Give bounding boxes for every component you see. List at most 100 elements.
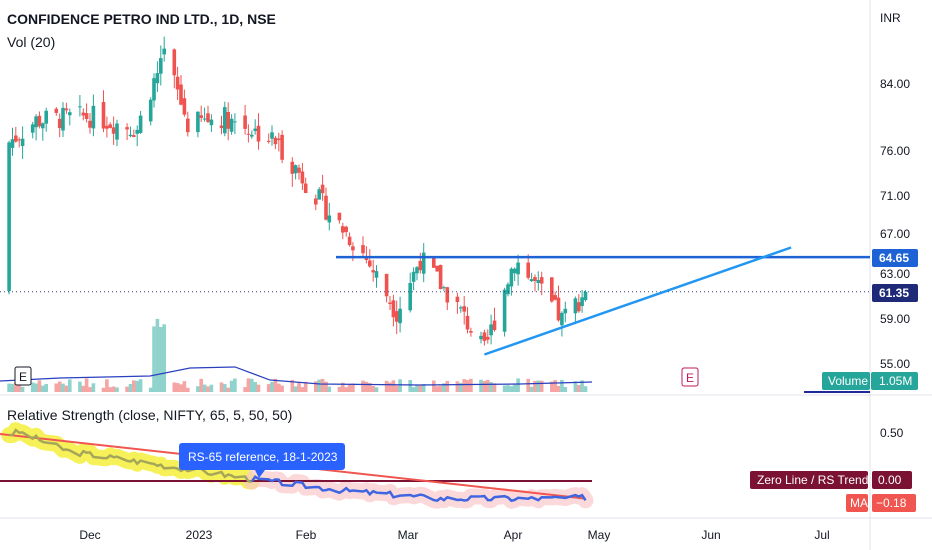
- volume-bar: [300, 387, 305, 392]
- volume-ma-line: [0, 366, 593, 386]
- volume-bar: [253, 382, 257, 392]
- earnings-badge-upcoming[interactable]: E: [681, 367, 699, 387]
- time-tick: Jun: [701, 528, 720, 542]
- volume-bar: [361, 380, 365, 392]
- candle: [159, 45, 163, 86]
- volume-bar: [152, 326, 156, 392]
- volume-bar: [64, 385, 69, 392]
- trend-drawings[interactable]: [0, 246, 870, 356]
- volume-bar: [445, 380, 450, 392]
- candle: [256, 113, 261, 150]
- candle: [435, 265, 439, 272]
- earnings-badge-label: E: [19, 370, 27, 384]
- volume-indicator-title[interactable]: Vol (20): [7, 34, 55, 50]
- volume-bar: [421, 384, 426, 392]
- candle: [277, 132, 281, 152]
- candle: [34, 114, 38, 141]
- volume-bar: [250, 378, 254, 392]
- volume-bar: [324, 381, 328, 392]
- volume-bar: [368, 383, 372, 392]
- volume-bar: [526, 378, 530, 392]
- volume-bar: [111, 386, 116, 392]
- volume-bar: [256, 384, 261, 392]
- volume-bar: [209, 384, 214, 392]
- volume-bar: [482, 381, 487, 392]
- volume-bar: [246, 378, 251, 392]
- volume-bar: [202, 384, 207, 392]
- candle: [442, 285, 446, 291]
- candle: [152, 73, 156, 108]
- volume-bar: [418, 385, 423, 392]
- candle: [250, 130, 254, 139]
- volume-bar: [344, 387, 348, 392]
- candle: [347, 232, 352, 247]
- volume-bar: [219, 382, 224, 392]
- candle: [202, 107, 207, 122]
- rs-tick: 0.50: [880, 426, 904, 440]
- volume-bar: [580, 380, 584, 392]
- volume-bar: [7, 383, 11, 392]
- time-tick: Feb: [296, 528, 317, 542]
- volume-bar: [37, 380, 42, 392]
- volume-bar: [486, 379, 490, 392]
- zero-line-label[interactable]: Zero Line / RS Trend 0.00: [750, 471, 912, 489]
- candle: [364, 246, 369, 264]
- candlesticks[interactable]: [7, 36, 588, 346]
- candle: [368, 249, 372, 268]
- candle: [209, 114, 214, 132]
- candle: [229, 114, 234, 135]
- resistance-price-label[interactable]: 64.65: [872, 249, 918, 267]
- volume-bar: [223, 384, 227, 392]
- candle: [223, 101, 227, 137]
- volume-bar: [573, 381, 578, 392]
- volume-bar: [115, 387, 119, 392]
- volume-bar: [270, 381, 274, 392]
- volume-bar: [44, 384, 48, 392]
- candle: [583, 290, 588, 302]
- candle: [10, 127, 15, 156]
- candle: [408, 272, 412, 313]
- earnings-badge[interactable]: E: [14, 366, 32, 386]
- price-tick: 55.00: [880, 357, 910, 371]
- volume-bar: [303, 381, 308, 392]
- candle: [61, 102, 65, 137]
- rs-reference-callout[interactable]: RS-65 reference, 18-1-2023: [179, 443, 345, 478]
- time-axis[interactable]: Dec 2023 Feb Mar Apr May Jun Jul: [79, 528, 829, 542]
- symbol-title[interactable]: CONFIDENCE PETRO IND LTD., 1D, NSE: [7, 11, 276, 27]
- price-tick: 63.00: [880, 267, 910, 281]
- candle: [54, 107, 59, 116]
- candle: [68, 108, 72, 126]
- volume-bar: [20, 386, 25, 392]
- rs-indicator-title[interactable]: Relative Strength (close, NIFTY, 65, 5, …: [7, 407, 292, 423]
- support-trendline[interactable]: [483, 246, 792, 356]
- volume-bar: [162, 324, 166, 392]
- candle: [182, 89, 187, 117]
- candle: [327, 203, 332, 231]
- volume-bar: [88, 387, 92, 392]
- candle: [469, 327, 473, 337]
- candle: [179, 75, 183, 106]
- candle: [253, 119, 257, 135]
- volume-bar: [61, 383, 65, 392]
- volume-bar: [81, 385, 86, 392]
- candle: [550, 277, 554, 303]
- candle: [199, 105, 203, 122]
- volume-legend-label[interactable]: Volume 1.05M: [804, 372, 918, 393]
- volume-bar: [337, 386, 342, 392]
- zero-line-value: 0.00: [878, 473, 902, 487]
- candle: [459, 305, 463, 313]
- volume-bar: [529, 386, 534, 392]
- candle: [317, 187, 321, 200]
- candle: [502, 287, 507, 337]
- candle: [155, 61, 160, 93]
- candle: [577, 294, 581, 313]
- volume-bar: [155, 318, 160, 392]
- current-price-label[interactable]: 61.35: [872, 284, 918, 302]
- ma-label[interactable]: MA −0.18: [846, 494, 916, 512]
- volume-bar: [492, 383, 497, 392]
- candle: [344, 225, 348, 237]
- candle: [303, 177, 308, 194]
- candle: [489, 314, 493, 345]
- candle: [384, 273, 389, 303]
